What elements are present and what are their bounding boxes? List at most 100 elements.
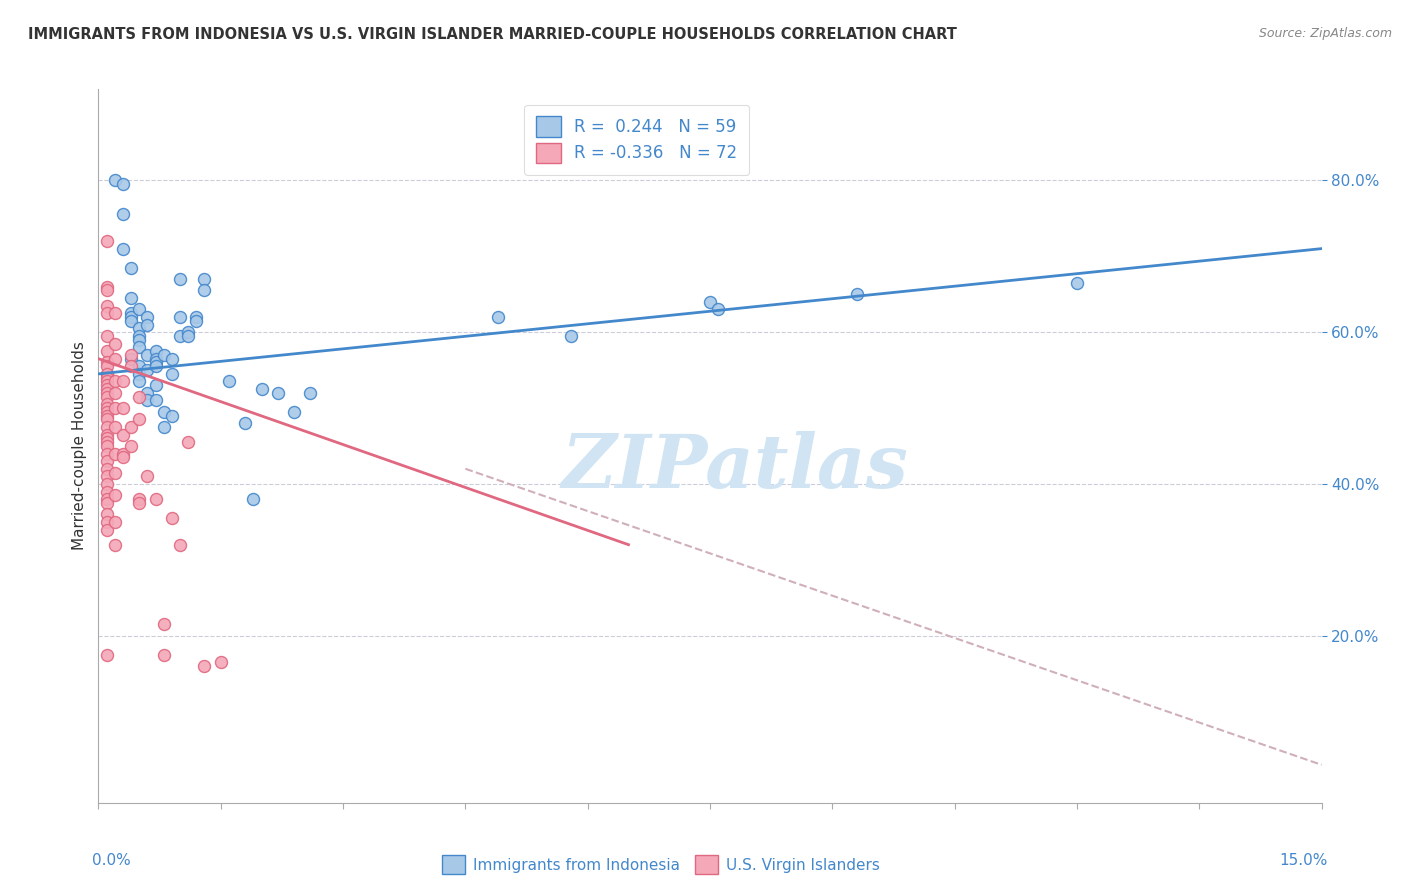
Point [104, 385, 127, 400]
Point [209, 656, 232, 670]
Point [111, 450, 134, 465]
Point [120, 439, 142, 453]
Point [104, 336, 127, 351]
Point [111, 375, 134, 389]
Point [136, 385, 159, 400]
Point [128, 496, 150, 510]
Point [96, 412, 118, 426]
Point [104, 447, 127, 461]
Point [128, 492, 150, 507]
Point [177, 329, 200, 343]
Text: 0.0%: 0.0% [93, 853, 131, 868]
Point [169, 538, 191, 552]
Point [111, 447, 134, 461]
Point [486, 310, 509, 324]
Point [145, 378, 167, 392]
Point [120, 359, 142, 374]
Point [104, 401, 127, 415]
Point [169, 329, 191, 343]
Point [145, 355, 167, 369]
Point [96, 420, 118, 434]
Point [111, 427, 134, 442]
Point [283, 405, 305, 419]
Point [96, 462, 118, 476]
Point [96, 375, 118, 389]
Point [96, 385, 118, 400]
Point [96, 344, 118, 359]
Point [96, 454, 118, 468]
Point [160, 409, 183, 423]
Point [845, 287, 868, 301]
Point [145, 359, 167, 374]
Point [128, 390, 150, 404]
Point [104, 306, 127, 320]
Point [152, 648, 174, 662]
Point [169, 310, 191, 324]
Text: ZIPatlas: ZIPatlas [561, 431, 908, 504]
Point [104, 515, 127, 529]
Point [145, 393, 167, 408]
Point [145, 344, 167, 359]
Point [267, 385, 290, 400]
Point [177, 325, 200, 339]
Point [193, 272, 215, 286]
Point [96, 329, 118, 343]
Point [128, 375, 150, 389]
Point [96, 508, 118, 522]
Point [104, 538, 127, 552]
Point [96, 401, 118, 415]
Point [160, 367, 183, 381]
Point [299, 385, 322, 400]
Y-axis label: Married-couple Households: Married-couple Households [72, 342, 87, 550]
Point [104, 173, 127, 187]
Point [111, 242, 134, 256]
Point [111, 207, 134, 221]
Point [96, 469, 118, 483]
Point [160, 511, 183, 525]
Point [96, 367, 118, 381]
Point [136, 393, 159, 408]
Point [104, 420, 127, 434]
Point [160, 351, 183, 366]
Point [96, 435, 118, 450]
Point [250, 382, 273, 396]
Point [96, 409, 118, 423]
Point [169, 272, 191, 286]
Point [96, 359, 118, 374]
Point [193, 284, 215, 298]
Point [96, 382, 118, 396]
Point [96, 484, 118, 499]
Text: IMMIGRANTS FROM INDONESIA VS U.S. VIRGIN ISLANDER MARRIED-COUPLE HOUSEHOLDS CORR: IMMIGRANTS FROM INDONESIA VS U.S. VIRGIN… [28, 27, 957, 42]
Point [152, 617, 174, 632]
Point [104, 466, 127, 480]
Point [120, 348, 142, 362]
Point [152, 405, 174, 419]
Point [186, 314, 208, 328]
Point [96, 427, 118, 442]
Point [707, 302, 730, 317]
Point [136, 348, 159, 362]
Point [96, 477, 118, 491]
Point [1066, 276, 1088, 290]
Point [560, 329, 582, 343]
Point [128, 412, 150, 426]
Point [120, 291, 142, 305]
Point [128, 359, 150, 374]
Point [96, 284, 118, 298]
Legend: Immigrants from Indonesia, U.S. Virgin Islanders: Immigrants from Indonesia, U.S. Virgin I… [436, 849, 886, 880]
Point [111, 401, 134, 415]
Point [96, 279, 118, 293]
Point [128, 302, 150, 317]
Point [96, 299, 118, 313]
Point [128, 321, 150, 335]
Point [96, 355, 118, 369]
Point [177, 435, 200, 450]
Point [96, 431, 118, 445]
Point [104, 375, 127, 389]
Point [96, 515, 118, 529]
Point [96, 370, 118, 384]
Point [96, 439, 118, 453]
Point [120, 306, 142, 320]
Point [120, 420, 142, 434]
Point [96, 390, 118, 404]
